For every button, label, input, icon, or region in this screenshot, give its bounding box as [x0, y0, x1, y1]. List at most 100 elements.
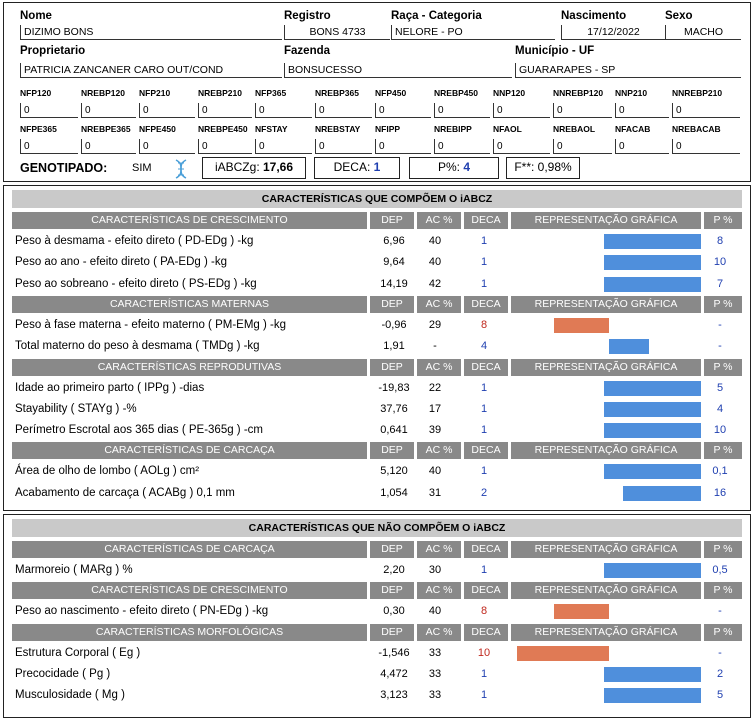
trait-row: Precocidade ( Pg ) 4,472 33 1 2	[4, 665, 752, 685]
trait-name: Idade ao primeiro parto ( IPPg ) -dias	[15, 381, 205, 394]
trait-name: Precocidade ( Pg )	[15, 667, 111, 680]
trait-row: Acabamento de carcaça ( ACABg ) 0,1 mm 1,…	[4, 484, 752, 504]
trait-accuracy: 22	[428, 381, 442, 394]
trait-name: Perímetro Escrotal aos 365 dias ( PE-365…	[15, 424, 263, 437]
iabcz-traits-panel: CARACTERÍSTICAS QUE COMPÕEM O iABCZ CARA…	[3, 185, 751, 511]
col-p-header: P %	[704, 212, 742, 229]
section-2-title: CARACTERÍSTICAS QUE NÃO COMPÕEM O iABCZ	[12, 519, 742, 537]
nascimento-field: 17/12/2022	[561, 25, 665, 40]
small_fields_row1-value-nrebp210: 0	[198, 103, 252, 118]
trait-name: Acabamento de carcaça ( ACABg ) 0,1 mm	[15, 486, 235, 499]
trait-deca: 1	[480, 465, 488, 478]
trait-bar	[554, 604, 609, 620]
small_fields_row2-value-nfpe365: 0	[20, 139, 78, 154]
trait-bar	[604, 464, 701, 480]
trait-bar	[604, 423, 701, 439]
small_fields_row1-label-nrebp120: NREBP120	[81, 88, 125, 98]
trait-name: Total materno do peso à desmama ( TMDg )…	[15, 340, 260, 353]
trait-accuracy: 40	[428, 465, 442, 478]
col-graph-header: REPRESENTAÇÃO GRÁFICA	[511, 541, 701, 558]
col-graph-header: REPRESENTAÇÃO GRÁFICA	[511, 295, 701, 313]
trait-bar	[604, 255, 701, 271]
trait-bar	[517, 645, 609, 661]
small_fields_row2-label-nfstay: NFSTAY	[255, 124, 288, 134]
small_fields_row2-label-nrebipp: NREBIPP	[434, 124, 472, 134]
small_fields_row1-value-nfp450: 0	[375, 103, 431, 118]
col-p-header: P %	[704, 582, 742, 600]
small_fields_row1-value-nfp120: 0	[20, 103, 78, 118]
trait-accuracy: 30	[428, 564, 442, 576]
trait-accuracy: 42	[428, 277, 442, 290]
trait-percentile: 5	[716, 381, 724, 394]
trait-dep: -0,96	[381, 318, 407, 331]
trait-dep: -1,546	[378, 646, 410, 659]
small_fields_row2-value-nfstay: 0	[255, 139, 312, 154]
trait-accuracy: 29	[428, 318, 442, 331]
sexo-label: Sexo	[665, 10, 693, 22]
trait-bar	[604, 276, 701, 292]
small_fields_row1-value-nrebp120: 0	[81, 103, 136, 118]
iabcz-box: iABCZg: 17,66	[202, 157, 306, 179]
trait-bar	[604, 401, 701, 417]
trait-deca: 8	[480, 318, 488, 331]
col-ac-header: AC %	[417, 541, 461, 558]
trait-dep: 9,64	[383, 256, 405, 269]
trait-percentile: -	[718, 646, 722, 659]
group-header: CARACTERÍSTICAS DE CRESCIMENTO	[12, 582, 367, 600]
group-header: CARACTERÍSTICAS DE CARCAÇA	[12, 442, 367, 460]
col-dep-header: DEP	[370, 212, 414, 229]
trait-name: Peso ao ano - efeito direto ( PA-EDg ) -…	[15, 256, 227, 269]
p-box: P%: 4	[409, 157, 499, 179]
trait-row: Idade ao primeiro parto ( IPPg ) -dias -1…	[4, 379, 752, 399]
trait-percentile: 7	[716, 277, 724, 290]
trait-accuracy: 33	[428, 689, 442, 702]
trait-accuracy: 33	[428, 667, 442, 680]
trait-bar	[623, 485, 701, 501]
trait-row: Estrutura Corporal ( Eg ) -1,546 33 10 -	[4, 644, 752, 664]
col-ac-header: AC %	[417, 212, 461, 229]
small_fields_row2-label-nfpe450: NFPE450	[139, 124, 176, 134]
trait-dep: 6,96	[383, 235, 405, 247]
trait-bar	[604, 380, 701, 396]
trait-row: Musculosidade ( Mg ) 3,123 33 1 5	[4, 686, 752, 706]
trait-accuracy: 33	[428, 646, 442, 659]
non-iabcz-traits-panel: CARACTERÍSTICAS QUE NÃO COMPÕEM O iABCZ …	[3, 514, 751, 718]
col-ac-header: AC %	[417, 358, 461, 376]
small_fields_row1-label-nfp365: NFP365	[255, 88, 287, 98]
trait-deca: 1	[480, 689, 488, 702]
trait-percentile: 5	[716, 689, 724, 702]
trait-percentile: -	[718, 318, 722, 331]
small_fields_row2-label-nrebacab: NREBACAB	[672, 124, 721, 134]
small_fields_row1-label-nfp120: NFP120	[20, 88, 52, 98]
small_fields_row1-label-nrebp450: NREBP450	[434, 88, 478, 98]
trait-percentile: 8	[716, 235, 724, 247]
trait-dep: 4,472	[380, 667, 408, 680]
small_fields_row2-value-nrebstay: 0	[315, 139, 372, 154]
trait-percentile: 0,5	[712, 564, 728, 576]
small_fields_row2-value-nrebpe365: 0	[81, 139, 136, 154]
iabcz-value: 17,66	[263, 160, 294, 174]
trait-row: Total materno do peso à desmama ( TMDg )…	[4, 337, 752, 357]
trait-deca: 1	[480, 235, 488, 247]
p-label: P%:	[437, 160, 460, 174]
trait-row: Peso à desmama - efeito direto ( PD-EDg …	[4, 232, 752, 252]
trait-row: Perímetro Escrotal aos 365 dias ( PE-365…	[4, 421, 752, 441]
trait-deca: 2	[480, 486, 488, 499]
genotipado-value: SIM	[132, 162, 152, 174]
p-value: 4	[463, 160, 471, 174]
small_fields_row2-value-nrebacab: 0	[672, 139, 740, 154]
trait-dep: 2,20	[383, 564, 405, 576]
small_fields_row1-value-nnrebp120: 0	[553, 103, 612, 118]
small_fields_row2-label-nfpe365: NFPE365	[20, 124, 57, 134]
deca-label: DECA:	[333, 160, 371, 174]
trait-row: Área de olho de lombo ( AOLg ) cm² 5,120 4…	[4, 462, 752, 482]
trait-deca: 8	[480, 605, 488, 618]
trait-accuracy: 40	[428, 256, 442, 269]
trait-name: Peso ao nascimento - efeito direto ( PN-…	[15, 605, 269, 618]
trait-name: Peso ao sobreano - efeito direto ( PS-ED…	[15, 277, 257, 290]
col-deca-header: DECA	[464, 442, 508, 460]
small_fields_row2-label-nfaol: NFAOL	[493, 124, 522, 134]
small_fields_row2-label-nfacab: NFACAB	[615, 124, 651, 134]
small_fields_row1-label-nrebp365: NREBP365	[315, 88, 359, 98]
trait-row: Marmoreio ( MARg ) % 2,20 30 1 0,5	[4, 561, 752, 581]
